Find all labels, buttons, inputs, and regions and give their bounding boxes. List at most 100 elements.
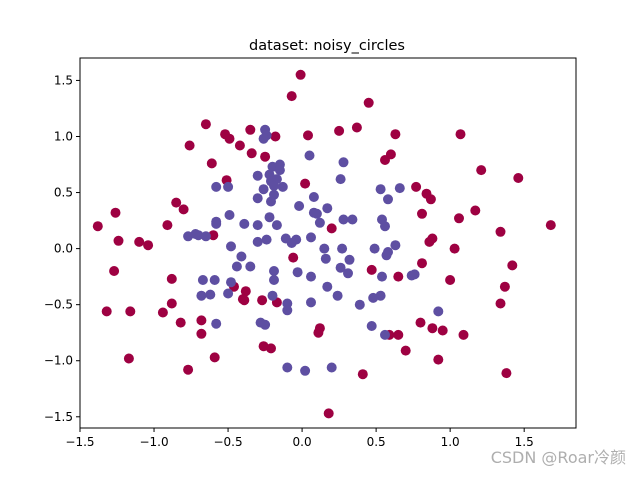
data-point-inner (322, 203, 333, 214)
x-tick-label: 0.5 (367, 435, 386, 449)
data-point-outer (334, 125, 345, 136)
data-point-inner (211, 181, 222, 192)
data-point-inner (335, 174, 346, 185)
data-point-outer (257, 295, 268, 306)
data-point-inner (211, 318, 222, 329)
data-point-inner (354, 299, 365, 310)
data-point-inner (306, 297, 316, 308)
data-point-outer (476, 165, 487, 176)
data-point-outer (545, 220, 556, 231)
y-tick-label: 1.5 (54, 73, 73, 87)
data-point-inner (306, 232, 316, 243)
data-point-outer (162, 220, 173, 231)
data-point-inner (322, 281, 333, 292)
data-point-outer (123, 353, 134, 364)
data-point-inner (377, 271, 387, 282)
data-point-inner (236, 251, 247, 262)
data-point-outer (495, 226, 506, 237)
data-point-outer (455, 129, 466, 140)
data-point-outer (499, 281, 510, 292)
data-point-outer (245, 124, 256, 135)
y-tick-label: 0.0 (54, 242, 73, 256)
data-point-inner (197, 275, 208, 285)
data-point-inner (394, 183, 405, 194)
data-point-outer (237, 294, 248, 305)
data-point-outer (101, 306, 112, 317)
data-point-inner (260, 319, 271, 330)
data-point-outer (92, 221, 103, 232)
data-point-outer (513, 173, 524, 183)
x-tick-label: 0.0 (293, 435, 312, 449)
data-point-outer (357, 369, 368, 380)
data-point-outer (393, 329, 404, 340)
data-point-outer (157, 307, 168, 318)
data-point-inner (209, 275, 220, 285)
data-point-inner (224, 210, 235, 220)
data-point-outer (470, 205, 481, 216)
data-point-outer (433, 354, 444, 365)
data-point-outer (411, 181, 422, 192)
data-point-inner (286, 238, 297, 248)
data-point-outer (240, 286, 251, 297)
data-point-outer (266, 343, 276, 354)
data-point-outer (270, 131, 281, 142)
data-point-outer (437, 325, 448, 336)
data-point-outer (288, 252, 299, 263)
data-point-inner (196, 290, 207, 301)
data-point-outer (303, 130, 313, 141)
data-point-inner (266, 196, 276, 207)
data-point-inner (300, 365, 311, 376)
data-point-outer (143, 240, 154, 251)
data-point-outer (208, 230, 219, 241)
chart-title: dataset: noisy_circles (249, 38, 405, 54)
data-point-outer (424, 236, 435, 247)
data-point-outer (400, 345, 411, 356)
data-point-inner (267, 290, 278, 301)
data-point-outer (313, 327, 324, 338)
data-point-inner (344, 254, 355, 265)
data-point-outer (427, 323, 438, 334)
data-point-inner (292, 267, 303, 278)
data-point-outer (134, 236, 145, 247)
data-point-inner (264, 212, 275, 223)
data-point-inner (375, 184, 386, 195)
data-point-outer (417, 258, 427, 269)
data-point-inner (258, 133, 269, 144)
data-point-inner (269, 266, 279, 276)
data-point-outer (125, 306, 136, 317)
data-point-inner (294, 201, 305, 211)
data-point-outer (323, 408, 334, 419)
data-point-inner (190, 229, 201, 239)
data-point-outer (171, 197, 182, 208)
data-point-inner (226, 277, 236, 288)
data-point-inner (326, 362, 337, 373)
data-point-outer (300, 178, 311, 189)
data-point-outer (113, 235, 124, 246)
data-point-inner (311, 208, 322, 219)
data-point-outer (417, 208, 427, 219)
data-point-inner (205, 289, 216, 300)
data-point-inner (383, 247, 393, 257)
data-point-inner (274, 165, 285, 176)
y-tick-label: −0.5 (44, 298, 73, 312)
data-point-inner (335, 262, 346, 273)
data-point-outer (178, 204, 189, 215)
data-point-outer (458, 329, 469, 340)
data-point-inner (343, 268, 353, 279)
data-point-outer (206, 158, 217, 169)
data-point-inner (277, 181, 288, 192)
y-tick-label: 0.5 (54, 186, 73, 200)
data-point-outer (175, 317, 186, 328)
data-point-outer (425, 194, 436, 205)
data-point-outer (209, 352, 220, 363)
x-tick-label: 1.5 (515, 435, 534, 449)
data-point-outer (246, 148, 257, 159)
points-layer (92, 69, 556, 419)
data-point-outer (415, 317, 426, 328)
data-point-inner (223, 181, 234, 192)
data-point-outer (224, 133, 235, 144)
data-point-outer (495, 298, 506, 309)
data-point-inner (231, 261, 242, 272)
data-point-inner (252, 236, 263, 247)
